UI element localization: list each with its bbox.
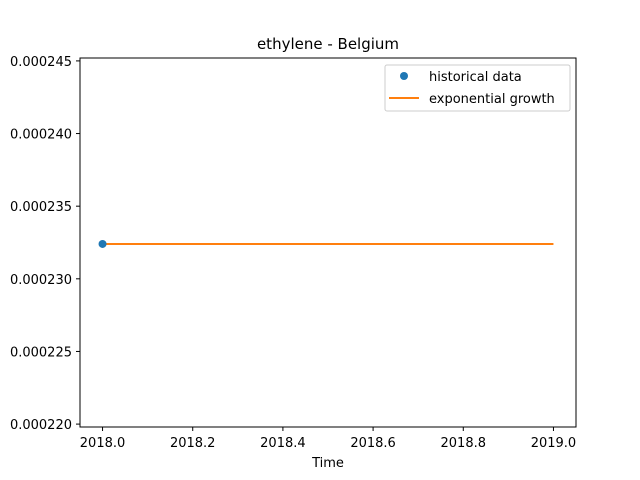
- legend-marker-historical-data: [400, 72, 408, 80]
- chart-title: ethylene - Belgium: [257, 35, 399, 53]
- y-tick-label: 0.000225: [10, 345, 72, 360]
- legend: historical data exponential growth: [384, 64, 571, 112]
- y-tick-label: 0.000235: [10, 200, 72, 215]
- legend-box: [384, 64, 571, 112]
- y-tick-label: 0.000240: [10, 128, 72, 143]
- data-point-historical-data: [98, 239, 107, 248]
- y-axis: 0.000220 0.000225 0.000230 0.000235 0.000240…: [10, 55, 80, 433]
- x-tick-label: 2018.6: [350, 436, 396, 451]
- legend-label: exponential growth: [429, 92, 555, 107]
- plot-area: [79, 57, 577, 428]
- legend-label: historical data: [429, 70, 522, 85]
- series-layer: [98, 239, 554, 248]
- x-tick-label: 2018.8: [441, 436, 487, 451]
- y-tick-label: 0.000245: [10, 55, 72, 70]
- x-tick-label: 2018.2: [170, 436, 216, 451]
- y-tick-label: 0.000220: [10, 418, 72, 433]
- x-tick-label: 2019.0: [531, 436, 577, 451]
- plot-frame: [79, 57, 577, 428]
- x-axis-title: Time: [311, 456, 344, 471]
- y-tick-label: 0.000230: [10, 273, 72, 288]
- x-axis: 2018.0 2018.2 2018.4 2018.6 2018.8 2019.0: [80, 427, 576, 451]
- x-tick-label: 2018.4: [260, 436, 306, 451]
- x-tick-label: 2018.0: [80, 436, 126, 451]
